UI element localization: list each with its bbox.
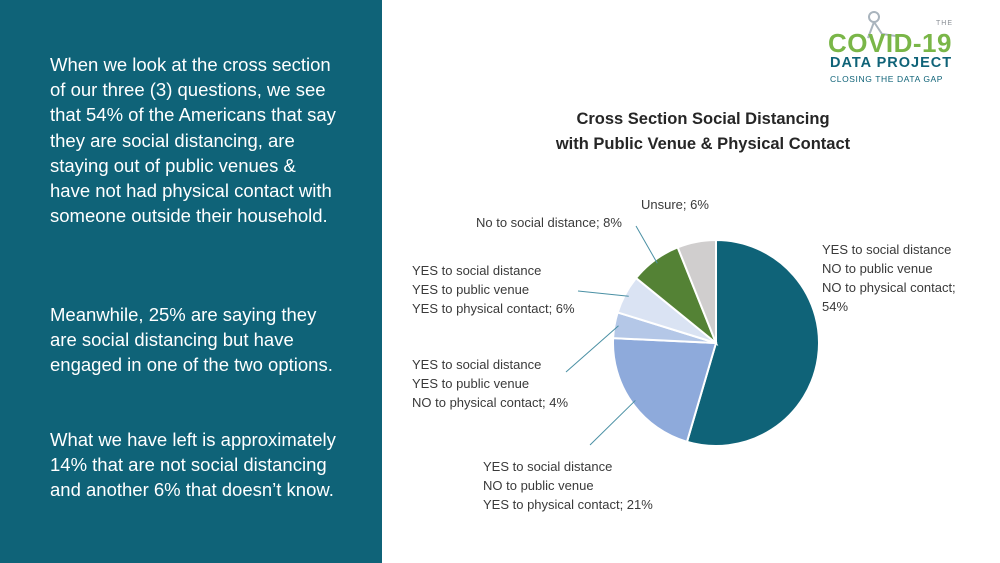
- pie-leader-line-2: [589, 400, 636, 446]
- pie-label-2-line-1: YES to social distance: [483, 459, 613, 474]
- pie-leader-line-4: [577, 290, 629, 297]
- pie-label-4-line-2: YES to public venue: [412, 282, 530, 297]
- logo-covid-text: COVID-19: [828, 28, 952, 58]
- pie-label-6: Unsure; 6%: [641, 195, 709, 214]
- logo-data-project-text: DATA PROJECT: [830, 55, 953, 71]
- pie-label-5-line-1: No to social distance; 8%: [476, 215, 622, 230]
- summary-paragraph-1: When we look at the cross section of our…: [50, 54, 336, 227]
- covid-data-project-logo: THE COVID-19 DATA PROJECT CLOSING THE DA…: [828, 10, 988, 86]
- pie-label-2-line-3: YES to physical contact; 21%: [483, 497, 653, 512]
- pie-label-1-line-2: NO to public venue: [822, 261, 933, 276]
- logo-figure-icon: [867, 11, 897, 39]
- pie-label-2-line-2: NO to public venue: [483, 478, 594, 493]
- summary-paragraph-2: Meanwhile, 25% are saying they are socia…: [50, 304, 333, 376]
- pie-label-5: No to social distance; 8%: [476, 213, 622, 232]
- chart-title: Cross Section Social Distancing with Pub…: [520, 107, 886, 157]
- logo-the-text: THE: [936, 20, 953, 27]
- pie-label-1-value: 54%: [822, 299, 849, 314]
- pie-label-3-line-2: YES to public venue: [412, 376, 530, 391]
- pie-label-1-line-3: NO to physical contact;: [822, 280, 956, 295]
- logo-tagline-text: CLOSING THE DATA GAP: [830, 74, 944, 84]
- pie-slice-1: [685, 238, 820, 447]
- left-text-panel: When we look at the cross section of our…: [0, 0, 382, 563]
- pie-label-4: YES to social distance YES to public venu…: [412, 261, 575, 318]
- pie-label-3: YES to social distance YES to public venu…: [412, 355, 568, 412]
- pie-label-2: YES to social distance NO to public venue…: [483, 457, 653, 514]
- pie-label-6-line-1: Unsure; 6%: [641, 197, 709, 212]
- summary-paragraph-3: What we have left is approximately 14% t…: [50, 429, 336, 501]
- chart-title-line-2: with Public Venue & Physical Contact: [555, 135, 851, 153]
- pie-slice-2: [612, 337, 718, 444]
- pie-label-3-line-1: YES to social distance: [412, 357, 542, 372]
- pie-leader-line-5: [635, 225, 658, 264]
- pie-label-4-line-1: YES to social distance: [412, 263, 542, 278]
- pie-slice-6: [676, 238, 717, 344]
- pie-leader-line-3: [565, 325, 619, 373]
- pie-label-1-line-1: YES to social distance: [822, 242, 952, 257]
- pie-label-4-line-3: YES to physical contact; 6%: [412, 301, 575, 316]
- pie-label-3-line-3: NO to physical contact; 4%: [412, 395, 569, 410]
- pie-label-1: YES to social distance NO to public venue…: [822, 240, 956, 316]
- chart-title-line-1: Cross Section Social Distancing: [576, 110, 830, 128]
